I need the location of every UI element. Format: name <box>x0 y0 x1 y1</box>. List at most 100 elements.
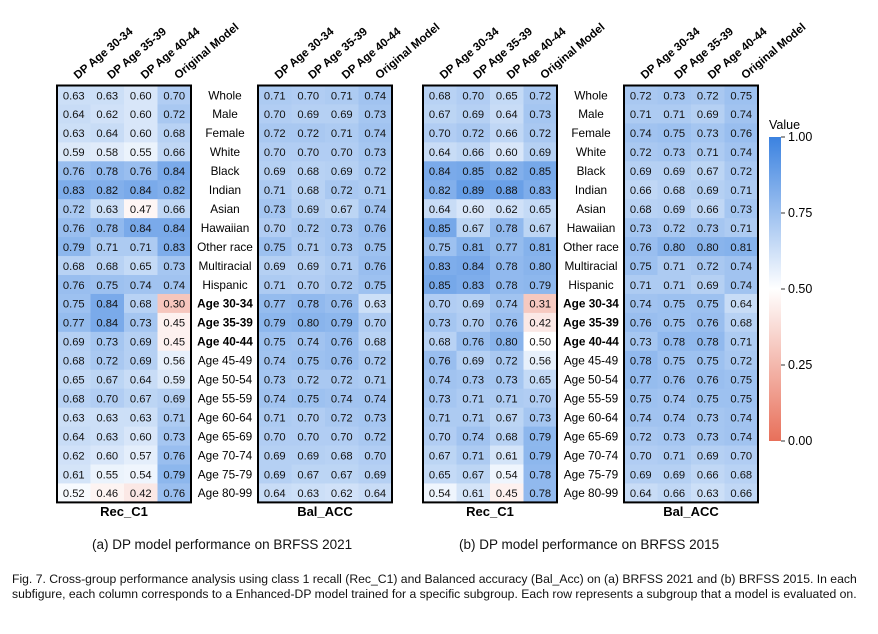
column-header: Original Model <box>373 21 442 82</box>
cell-value-label: 0.78 <box>496 280 518 292</box>
heatmap-cell <box>157 123 192 143</box>
heatmap-cell <box>157 407 192 427</box>
heatmap-cell <box>291 123 326 143</box>
cell-value-label: 0.71 <box>496 393 518 405</box>
row-label: Age 55-59 <box>198 391 252 405</box>
heatmap-cell <box>291 464 326 484</box>
heatmap-cell <box>523 483 558 503</box>
colorbar-title: Value <box>769 118 800 132</box>
cell-value-label: 0.52 <box>63 488 85 500</box>
cell-value-label: 0.70 <box>297 412 319 424</box>
cell-value-label: 0.70 <box>630 450 652 462</box>
heatmap-cell <box>691 180 725 200</box>
cell-value-label: 0.69 <box>462 299 484 311</box>
cell-value-label: 0.66 <box>697 204 719 216</box>
heatmap-xlabel: Rec_C1 <box>466 504 514 519</box>
cell-value-label: 0.74 <box>429 375 451 387</box>
heatmap-cell <box>691 407 725 427</box>
cell-value-label: 0.58 <box>96 147 118 159</box>
cell-value-label: 0.74 <box>462 431 484 443</box>
cell-value-label: 0.68 <box>63 393 85 405</box>
cell-value-label: 0.75 <box>297 356 319 368</box>
heatmap-cell <box>724 218 759 238</box>
cell-value-label: 0.75 <box>663 299 685 311</box>
cell-value-label: 0.42 <box>130 488 152 500</box>
cell-value-label: 0.66 <box>663 488 685 500</box>
cell-value-label: 0.78 <box>663 337 685 349</box>
cell-value-label: 0.61 <box>496 450 518 462</box>
row-label: Age 45-49 <box>198 354 252 368</box>
heatmap-cell <box>456 256 491 276</box>
heatmap-cell <box>490 293 524 314</box>
cell-value-label: 0.84 <box>96 299 118 311</box>
cell-value-label: 0.71 <box>264 185 286 197</box>
cell-value-label: 0.63 <box>96 90 118 102</box>
cell-value-label: 0.68 <box>63 261 85 273</box>
column-header: DP Age 35-39 <box>306 26 370 82</box>
column-header: DP Age 35-39 <box>672 26 736 82</box>
cell-value-label: 0.76 <box>364 261 386 273</box>
heatmap-cell <box>57 123 91 143</box>
cell-value-label: 0.66 <box>496 128 518 140</box>
heatmap-cell <box>657 369 692 390</box>
heatmap-cell <box>258 369 292 390</box>
row-label: Hawaiian <box>201 221 250 235</box>
heatmap-cell <box>624 123 658 143</box>
heatmap-cell <box>523 161 558 181</box>
cell-value-label: 0.69 <box>297 450 319 462</box>
heatmap-cell <box>657 199 692 219</box>
heatmap-cell <box>523 180 558 200</box>
cell-value-label: 0.46 <box>96 488 118 500</box>
cell-value-label: 0.62 <box>331 488 353 500</box>
cell-value-label: 0.84 <box>163 166 185 178</box>
cell-value-label: 0.79 <box>63 242 85 254</box>
row-label: Age 30-34 <box>563 297 619 311</box>
row-label: Age 50-54 <box>564 373 619 387</box>
cell-value-label: 0.71 <box>364 375 386 387</box>
cell-value-label: 0.45 <box>496 488 518 500</box>
cell-value-label: 0.64 <box>429 147 451 159</box>
heatmap-cell <box>90 142 125 162</box>
cell-value-label: 0.84 <box>130 223 152 235</box>
cell-value-label: 0.72 <box>364 431 386 443</box>
cell-value-label: 0.60 <box>130 431 152 443</box>
heatmap-cell <box>258 312 292 333</box>
heatmap-cell <box>691 388 725 409</box>
heatmap-cell <box>258 123 292 143</box>
heatmap-cell <box>423 161 457 181</box>
heatmap-cell <box>624 275 658 295</box>
cell-value-label: 0.68 <box>429 90 451 102</box>
heatmap-cell <box>724 275 759 295</box>
cell-value-label: 0.78 <box>529 488 551 500</box>
row-label: Age 60-64 <box>564 410 619 424</box>
heatmap-cell <box>90 161 125 181</box>
heatmap-cell <box>325 142 359 162</box>
cell-value-label: 0.67 <box>429 109 451 121</box>
cell-value-label: 0.64 <box>63 109 85 121</box>
cell-value-label: 0.69 <box>331 166 353 178</box>
heatmap-cell <box>691 293 725 314</box>
cell-value-label: 0.68 <box>297 185 319 197</box>
heatmap-cell <box>325 218 359 238</box>
cell-value-label: 0.75 <box>697 299 719 311</box>
cell-value-label: 0.89 <box>462 185 484 197</box>
heatmap-cell <box>523 142 558 162</box>
heatmap-cell <box>57 85 91 105</box>
heatmap-cell <box>325 445 359 465</box>
cell-value-label: 0.76 <box>63 223 85 235</box>
cell-value-label: 0.72 <box>730 166 752 178</box>
cell-value-label: 0.76 <box>697 375 719 387</box>
heatmap-cell <box>57 161 91 181</box>
heatmap-cell <box>490 388 524 409</box>
cell-value-label: 0.72 <box>331 375 353 387</box>
cell-value-label: 0.62 <box>63 450 85 462</box>
cell-value-label: 0.70 <box>264 223 286 235</box>
heatmap-cell <box>358 388 393 409</box>
cell-value-label: 0.84 <box>130 185 152 197</box>
heatmap-cell <box>523 464 558 484</box>
cell-value-label: 0.72 <box>63 204 85 216</box>
cell-value-label: 0.70 <box>96 393 118 405</box>
cell-value-label: 0.73 <box>630 223 652 235</box>
cell-value-label: 0.73 <box>697 431 719 443</box>
heatmap-cell <box>358 123 393 143</box>
